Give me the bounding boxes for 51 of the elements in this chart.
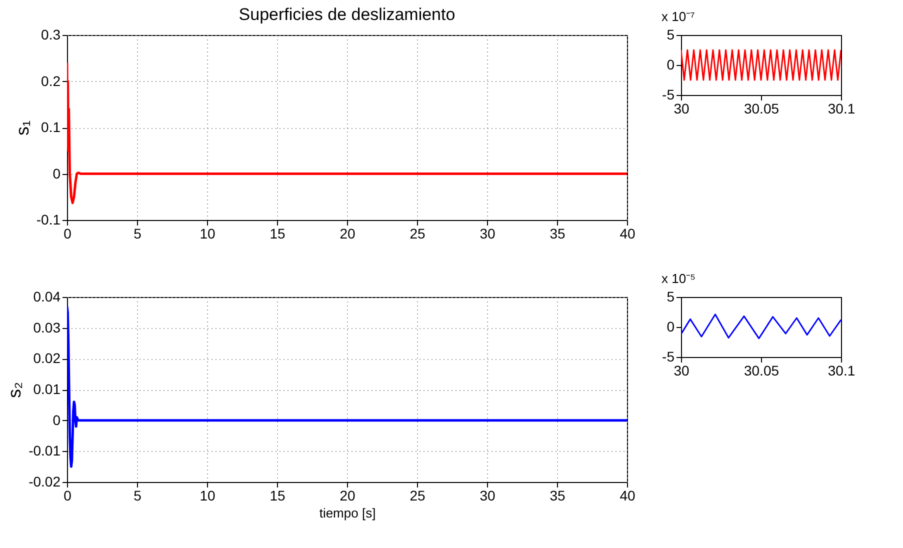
y-tick-label: 0.2 [41, 72, 61, 89]
y-tick-label: 0 [52, 165, 61, 182]
x-tick-label: 30.05 [744, 100, 780, 116]
x-tick-label: 15 [270, 488, 286, 504]
y-tick-label: 0.3 [41, 26, 61, 42]
x-tick-label: 0 [64, 488, 72, 504]
x-tick-label: 30 [674, 100, 690, 116]
x-tick-label: 10 [200, 226, 216, 242]
x-tick-label: 40 [620, 488, 636, 504]
y-tick-label: 0.01 [33, 381, 61, 397]
x-axis-title: tiempo [s] [319, 506, 376, 520]
x-tick-label: 25 [410, 226, 426, 242]
y-tick-label: 0 [666, 56, 675, 72]
y-tick-label: 0.04 [33, 288, 61, 304]
x-tick-label: 30.1 [828, 362, 856, 378]
line-series [67, 305, 627, 468]
line-series [67, 62, 627, 204]
y-axis-title: s₂ [4, 382, 25, 398]
y-tick-label: 5 [666, 26, 675, 42]
y-tick-label: -0.02 [28, 474, 61, 490]
x-tick-label: 35 [550, 488, 566, 504]
y-tick-label: 0.03 [33, 319, 61, 336]
x-tick-label: 20 [340, 488, 356, 504]
x-tick-label: 30 [480, 488, 496, 504]
x-tick-label: 25 [410, 488, 426, 504]
y-tick-label: 5 [666, 288, 675, 304]
y-tick-label: -0.1 [36, 212, 61, 228]
x-tick-label: 30 [480, 226, 496, 242]
x-tick-label: 0 [64, 226, 72, 242]
y-tick-label: 0 [666, 318, 675, 334]
line-series [681, 314, 841, 340]
y-tick-label: 0.02 [33, 350, 61, 366]
y-tick-label: -5 [662, 86, 675, 102]
y-tick-label: 0 [52, 412, 61, 428]
x-tick-label: 30.05 [744, 362, 780, 378]
x-tick-label: 35 [550, 226, 566, 242]
y-tick-label: 0.1 [41, 119, 61, 135]
y-axis-title: s₁ [12, 120, 32, 136]
x-tick-label: 5 [134, 226, 142, 242]
x-tick-label: 10 [200, 488, 216, 504]
text: x 10⁻⁵ [662, 271, 696, 286]
x-tick-label: 5 [134, 488, 142, 504]
x-tick-label: 40 [620, 226, 636, 242]
y-tick-label: -5 [662, 348, 675, 364]
y-tick-label: -0.01 [28, 442, 61, 459]
chart-title: Superficies de deslizamiento [238, 5, 456, 24]
x-tick-label: 30 [674, 362, 690, 378]
x-tick-label: 15 [270, 226, 286, 242]
text: x 10⁻⁷ [662, 9, 696, 24]
x-tick-label: 20 [340, 226, 356, 242]
x-tick-label: 30.1 [828, 100, 856, 116]
